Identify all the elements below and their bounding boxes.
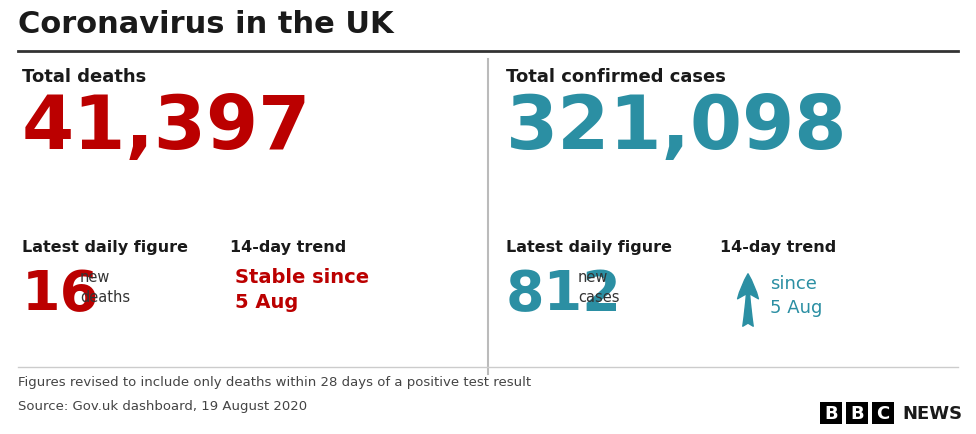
Text: 41,397: 41,397 xyxy=(22,92,311,164)
Text: C: C xyxy=(876,404,890,422)
Text: 16: 16 xyxy=(22,267,100,321)
Text: 321,098: 321,098 xyxy=(506,92,847,164)
Text: B: B xyxy=(824,404,837,422)
FancyBboxPatch shape xyxy=(820,402,842,424)
Text: Total deaths: Total deaths xyxy=(22,68,146,86)
Text: Total confirmed cases: Total confirmed cases xyxy=(506,68,726,86)
FancyBboxPatch shape xyxy=(872,402,894,424)
Text: Stable since
5 Aug: Stable since 5 Aug xyxy=(235,267,369,311)
Text: NEWS: NEWS xyxy=(902,404,962,422)
Text: new
cases: new cases xyxy=(578,270,620,304)
Text: Latest daily figure: Latest daily figure xyxy=(506,240,672,254)
Text: 14-day trend: 14-day trend xyxy=(230,240,346,254)
Text: new
deaths: new deaths xyxy=(80,270,130,304)
Text: B: B xyxy=(850,404,864,422)
Text: Source: Gov.uk dashboard, 19 August 2020: Source: Gov.uk dashboard, 19 August 2020 xyxy=(18,399,307,412)
Text: Coronavirus in the UK: Coronavirus in the UK xyxy=(18,10,393,39)
Text: since
5 Aug: since 5 Aug xyxy=(770,274,823,316)
Text: 812: 812 xyxy=(506,267,622,321)
Text: Figures revised to include only deaths within 28 days of a positive test result: Figures revised to include only deaths w… xyxy=(18,375,531,388)
Text: 14-day trend: 14-day trend xyxy=(720,240,836,254)
FancyBboxPatch shape xyxy=(846,402,868,424)
Text: Latest daily figure: Latest daily figure xyxy=(22,240,188,254)
